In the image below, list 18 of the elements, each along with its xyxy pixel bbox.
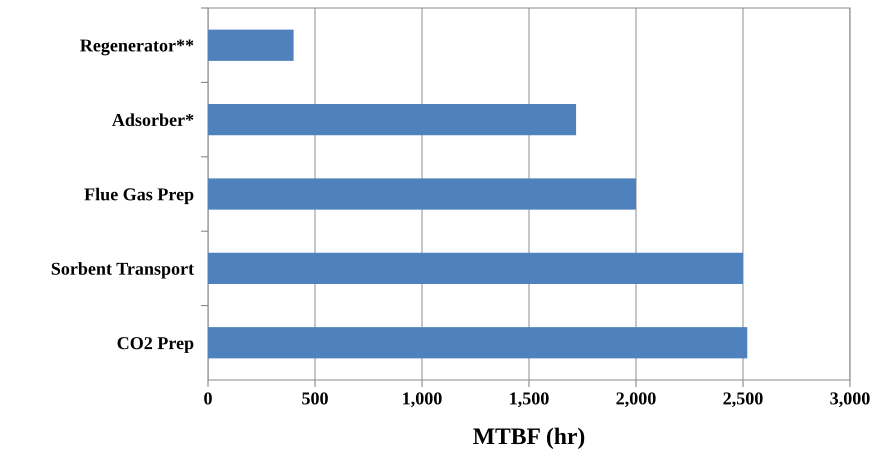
- x-tick-label: 2,500: [723, 392, 763, 408]
- y-tick-label: Regenerator**: [80, 39, 194, 56]
- y-tick-label: Flue Gas Prep: [84, 188, 194, 204]
- y-tick-label: Adsorber*: [112, 113, 194, 126]
- x-tick-label: 500: [302, 392, 328, 405]
- bar: [208, 30, 294, 61]
- x-tick-label: 2,000: [616, 392, 656, 408]
- bar: [208, 178, 636, 210]
- x-tick-label: 1,500: [510, 392, 549, 408]
- bar: [208, 327, 748, 358]
- x-tick-label: 0: [204, 392, 212, 405]
- x-tick-label: 1,000: [403, 392, 442, 408]
- bar: [208, 252, 743, 284]
- x-axis-title: MTBF (hr): [473, 428, 584, 450]
- x-tick-label: 3,000: [830, 392, 870, 408]
- y-tick-label: CO2 Prep: [118, 337, 194, 353]
- y-tick-label: Sorbent Transport: [52, 262, 194, 279]
- bar: [208, 104, 576, 136]
